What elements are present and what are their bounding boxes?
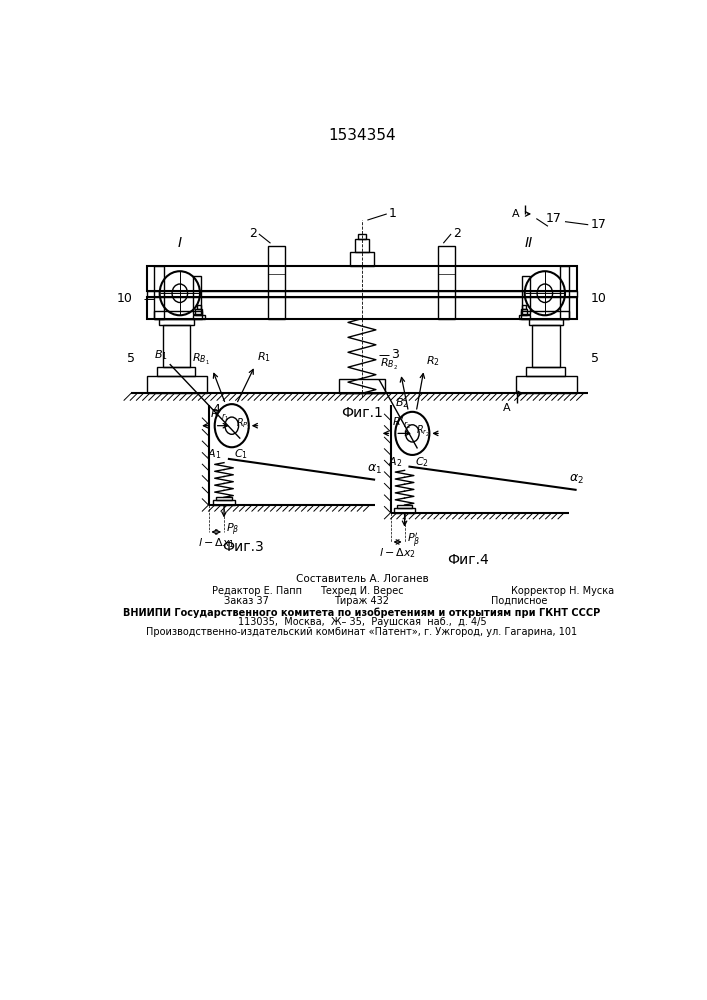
Text: $R_2$: $R_2$ (426, 354, 439, 368)
Text: 17: 17 (546, 212, 561, 225)
Text: 2: 2 (452, 227, 460, 240)
Text: 1534354: 1534354 (328, 128, 396, 143)
Text: Фиг.4: Фиг.4 (448, 553, 489, 567)
Text: $P_{\beta}'$: $P_{\beta}'$ (407, 531, 421, 550)
Text: 10: 10 (117, 292, 132, 305)
Text: Тираж 432: Тираж 432 (334, 596, 390, 606)
Text: 1: 1 (388, 207, 396, 220)
Text: $R'_{r_1}$: $R'_{r_1}$ (210, 408, 229, 424)
Text: $B_1$: $B_1$ (153, 348, 168, 362)
Text: 4: 4 (212, 403, 220, 416)
Text: 2: 2 (250, 227, 257, 240)
Text: $R_{r_2}$: $R_{r_2}$ (416, 424, 431, 439)
Text: $R_1$: $R_1$ (257, 350, 271, 364)
Text: I: I (177, 236, 182, 250)
Text: $l - \Delta x_1$: $l - \Delta x_1$ (198, 536, 235, 550)
Text: $\alpha_1$: $\alpha_1$ (368, 463, 382, 476)
Text: 113035,  Москва,  Ж– 35,  Раушская  наб.,  д. 4/5: 113035, Москва, Ж– 35, Раушская наб., д.… (238, 617, 486, 627)
Text: $R_{P_1}$: $R_{P_1}$ (235, 417, 251, 432)
Text: 3: 3 (391, 348, 399, 361)
Text: 10: 10 (590, 292, 607, 305)
Text: Составитель А. Логанев: Составитель А. Логанев (296, 574, 428, 584)
Text: A: A (503, 403, 510, 413)
Text: $C_2$: $C_2$ (414, 455, 428, 469)
Text: $A_2$: $A_2$ (388, 455, 402, 469)
Text: $R'_{r_2}$: $R'_{r_2}$ (392, 416, 411, 432)
Text: Фиг.1: Фиг.1 (341, 406, 383, 420)
Text: A: A (513, 209, 520, 219)
Text: $B_2$: $B_2$ (395, 396, 408, 410)
Text: $A_1$: $A_1$ (207, 447, 222, 461)
Text: $C_1$: $C_1$ (234, 447, 248, 461)
Text: $R_{B_1}$: $R_{B_1}$ (192, 352, 210, 367)
Text: $\alpha_2$: $\alpha_2$ (569, 473, 584, 486)
Text: 5: 5 (127, 352, 135, 365)
Text: Подписное: Подписное (491, 596, 548, 606)
Text: $P_{\beta}$: $P_{\beta}$ (226, 522, 240, 538)
Text: ВНИИПИ Государственного комитета по изобретениям и открытиям при ГКНТ СССР: ВНИИПИ Государственного комитета по изоб… (123, 607, 600, 618)
Text: Техред И. Верес: Техред И. Верес (320, 586, 404, 596)
Text: 17: 17 (590, 218, 607, 231)
Text: $R_{B_2}$: $R_{B_2}$ (380, 357, 398, 372)
Text: Производственно-издательский комбинат «Патент», г. Ужгород, ул. Гагарина, 101: Производственно-издательский комбинат «П… (146, 627, 578, 637)
Text: Корректор Н. Муска: Корректор Н. Муска (510, 586, 614, 596)
Text: Фиг.3: Фиг.3 (223, 540, 264, 554)
Text: II: II (525, 236, 532, 250)
Text: Редактор Е. Папп: Редактор Е. Папп (212, 586, 303, 596)
Text: 5: 5 (590, 352, 599, 365)
Text: $l - \Delta x_2$: $l - \Delta x_2$ (379, 546, 416, 560)
Text: Заказ 37: Заказ 37 (224, 596, 269, 606)
